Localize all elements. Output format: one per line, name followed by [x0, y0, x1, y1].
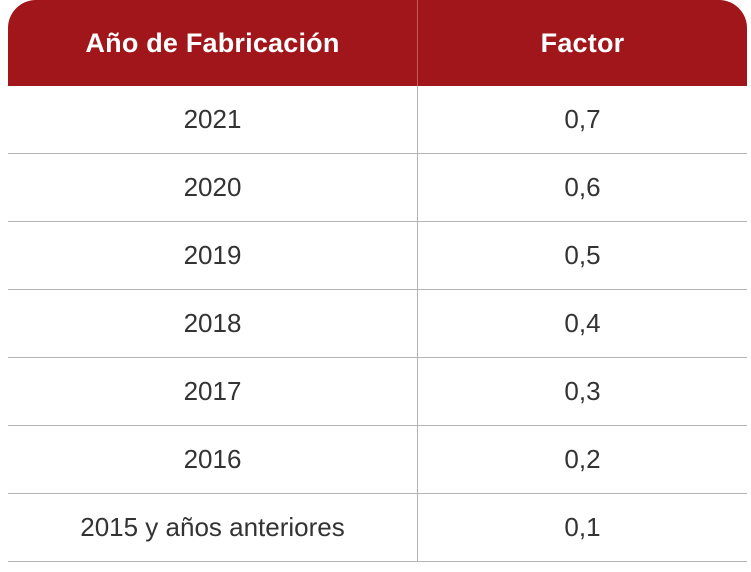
header-factor: Factor: [540, 27, 625, 58]
year-cell: 2019: [8, 222, 418, 289]
table-row: 2016 0,2: [8, 426, 747, 494]
year-cell: 2021: [8, 86, 418, 153]
year-cell: 2015 y años anteriores: [8, 494, 418, 561]
factor-cell: 0,2: [564, 444, 601, 474]
year-cell: 2018: [8, 290, 418, 357]
factor-cell: 0,6: [564, 172, 601, 202]
table-row: 2021 0,7: [8, 86, 747, 154]
table-row: 2017 0,3: [8, 358, 747, 426]
table-row: 2015 y años anteriores 0,1: [8, 494, 747, 562]
factor-cell: 0,7: [564, 104, 601, 134]
table-row: 2019 0,5: [8, 222, 747, 290]
factor-table: Año de Fabricación Factor 2021 0,7 2020 …: [8, 0, 747, 562]
factor-cell: 0,3: [564, 376, 601, 406]
table-row: 2020 0,6: [8, 154, 747, 222]
year-cell: 2016: [8, 426, 418, 493]
table-header: Año de Fabricación Factor: [8, 0, 747, 86]
header-year: Año de Fabricación: [8, 0, 418, 86]
factor-cell: 0,1: [564, 512, 601, 542]
year-cell: 2017: [8, 358, 418, 425]
table-row: 2018 0,4: [8, 290, 747, 358]
factor-cell: 0,5: [564, 240, 601, 270]
year-cell: 2020: [8, 154, 418, 221]
factor-cell: 0,4: [564, 308, 601, 338]
